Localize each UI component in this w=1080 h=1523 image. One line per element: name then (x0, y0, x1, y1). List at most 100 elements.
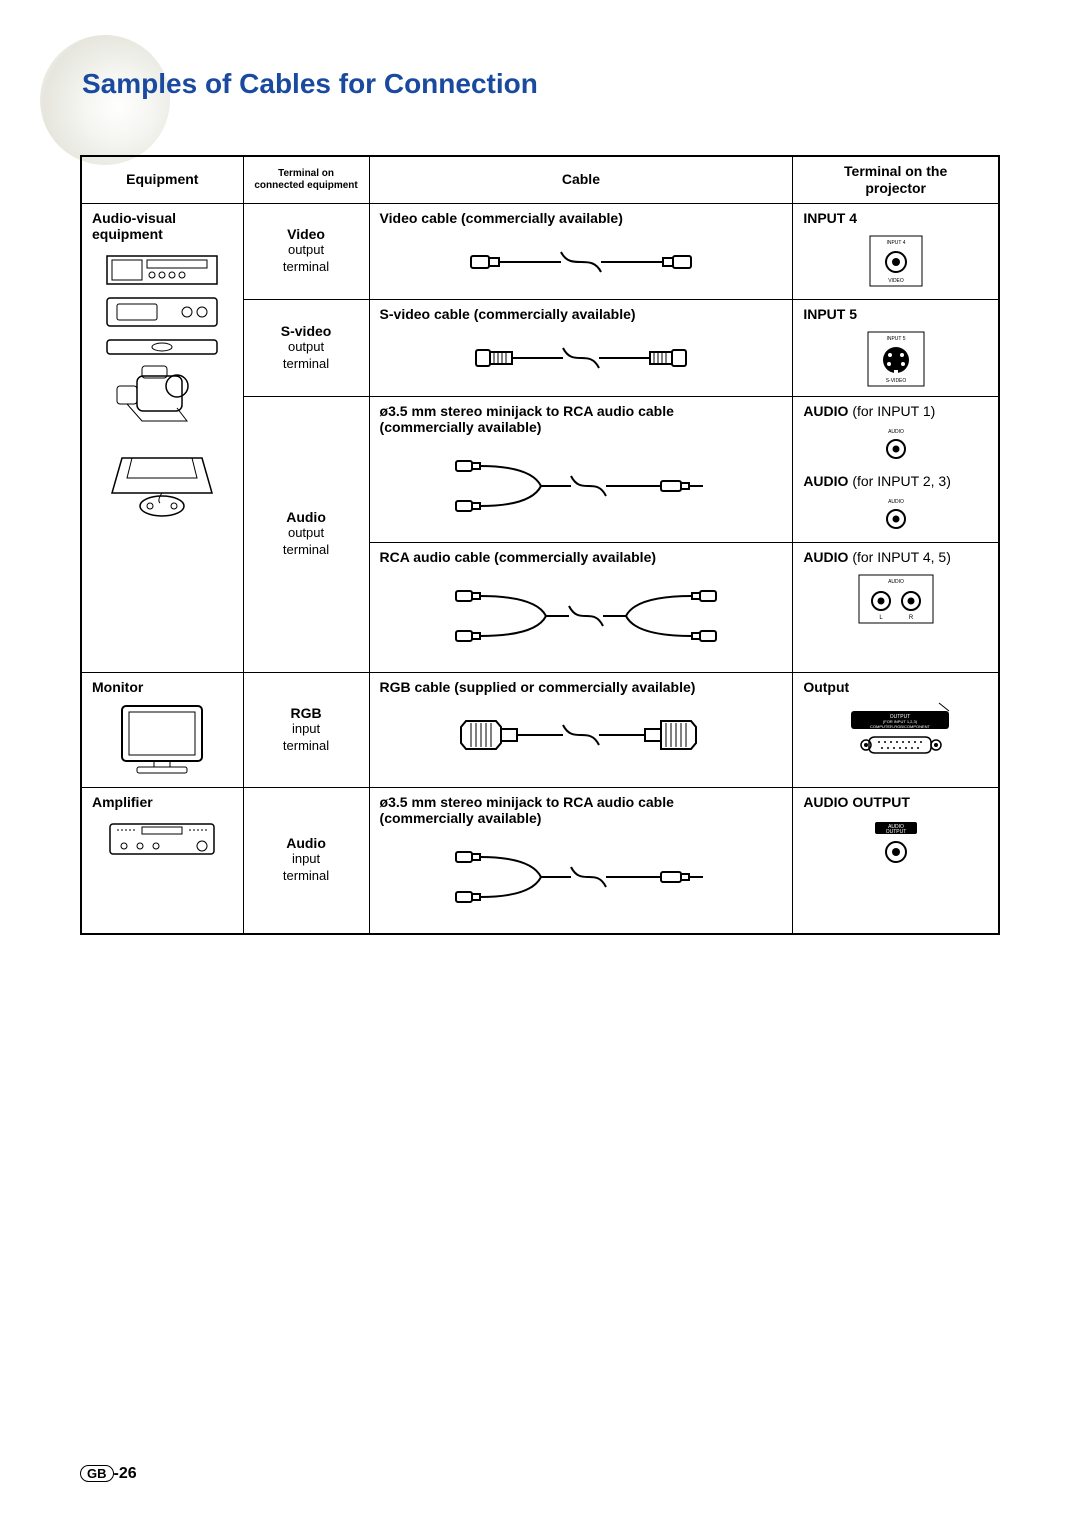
cell-ampaudio-cable: ø3.5 mm stereo minijack to RCA audio cab… (369, 787, 793, 934)
svideo-cable-illustration (380, 340, 783, 379)
audio-input23-icon: AUDIO (866, 495, 926, 535)
svg-text:OUTPUT: OUTPUT (885, 829, 906, 835)
ampaudio-term-l3: terminal (254, 868, 359, 885)
minijack-cable-l1: ø3.5 mm stereo minijack to RCA audio cab… (380, 403, 674, 419)
amplifier-illustration (102, 816, 222, 866)
cell-video-cable: Video cable (commercially available) (369, 203, 793, 299)
av-eq-l2: equipment (92, 226, 163, 242)
video-proj-label: INPUT 4 (803, 210, 857, 226)
monitor-label: Monitor (92, 679, 143, 695)
cell-av-equipment: Audio-visual equipment (81, 203, 243, 672)
video-term-l3: terminal (254, 259, 359, 276)
svg-text:AUDIO: AUDIO (888, 499, 904, 505)
audio-proj23-bold: AUDIO (803, 473, 848, 489)
header-bubble (40, 35, 170, 165)
av-eq-l1: Audio-visual (92, 210, 176, 226)
rgb-cable-illustration (380, 713, 783, 762)
audio-term-l2: output (254, 525, 359, 542)
rgb-term-l2: input (254, 721, 359, 738)
svg-text:R: R (908, 615, 913, 621)
row-amplifier: Amplifier Audio input terminal ø3.5 mm s… (81, 787, 999, 934)
th-equipment: Equipment (81, 156, 243, 203)
cell-svideo-term: S-video output terminal (243, 299, 369, 396)
cell-svideo-cable: S-video cable (commercially available) (369, 299, 793, 396)
video-term-l2: output (254, 242, 359, 259)
rgb-cable-label: RGB cable (supplied or commercially avai… (380, 679, 696, 695)
monitor-illustration (112, 701, 212, 781)
ampaudio-term-l1: Audio (286, 835, 326, 851)
ampaudio-cable-l1: ø3.5 mm stereo minijack to RCA audio cab… (380, 794, 674, 810)
cell-rgb-term: RGB input terminal (243, 672, 369, 787)
rca-cable-illustration (380, 583, 783, 656)
th-term-proj-l1: Terminal on the (844, 163, 947, 179)
ampaudio-proj-label: AUDIO OUTPUT (803, 794, 910, 810)
svg-text:L: L (879, 615, 883, 621)
cell-amplifier: Amplifier (81, 787, 243, 934)
svg-text:VIDEO: VIDEO (888, 278, 904, 284)
svg-text:S-VIDEO: S-VIDEO (885, 378, 906, 384)
cell-video-proj: INPUT 4 INPUT 4 VIDEO (793, 203, 999, 299)
th-term-proj-l2: projector (865, 180, 926, 196)
cell-video-term: Video output terminal (243, 203, 369, 299)
av-equipment-illustration (102, 248, 222, 518)
svg-text:INPUT 4: INPUT 4 (886, 240, 905, 246)
audio-input45-icon: AUDIO L R (851, 571, 941, 627)
svideo-cable-label: S-video cable (commercially available) (380, 306, 636, 322)
cell-audio-proj-1-23: AUDIO (for INPUT 1) AUDIO AUDIO (for INP… (793, 396, 999, 542)
output-connector-icon: OUTPUT (FOR INPUT 1,2,3) COMPUTER-RGB/CO… (831, 701, 961, 761)
svg-text:AUDIO: AUDIO (888, 579, 904, 585)
svideo-proj-label: INPUT 5 (803, 306, 857, 322)
svideo-term-l3: terminal (254, 356, 359, 373)
audio-proj45-rest: (for INPUT 4, 5) (848, 549, 950, 565)
header-row: Equipment Terminal on connected equipmen… (81, 156, 999, 203)
gb-badge: GB (80, 1465, 114, 1482)
cell-rca-cable: RCA audio cable (commercially available) (369, 542, 793, 672)
cell-output-proj: Output OUTPUT (FOR INPUT 1,2,3) COMPUTER… (793, 672, 999, 787)
th-cable: Cable (369, 156, 793, 203)
audio-input1-icon: AUDIO (866, 425, 926, 465)
cable-table: Equipment Terminal on connected equipmen… (80, 155, 1000, 935)
video-term-l1: Video (287, 226, 325, 242)
svg-text:AUDIO: AUDIO (888, 429, 904, 435)
minijack-cable-illustration (380, 453, 783, 526)
cell-ampaudio-proj: AUDIO OUTPUT AUDIO OUTPUT (793, 787, 999, 934)
cell-minijack-cable: ø3.5 mm stereo minijack to RCA audio cab… (369, 396, 793, 542)
output-proj-label: Output (803, 679, 849, 695)
video-cable-label: Video cable (commercially available) (380, 210, 623, 226)
ampaudio-term-l2: input (254, 851, 359, 868)
audio-proj23-rest: (for INPUT 2, 3) (848, 473, 950, 489)
svg-text:INPUT 5: INPUT 5 (886, 336, 905, 342)
cell-rgb-cable: RGB cable (supplied or commercially avai… (369, 672, 793, 787)
rgb-term-l3: terminal (254, 738, 359, 755)
input5-connector-icon: INPUT 5 S-VIDEO (856, 328, 936, 390)
video-cable-illustration (380, 244, 783, 283)
row-video: Audio-visual equipment (81, 203, 999, 299)
cell-audio-term: Audio output terminal (243, 396, 369, 672)
page-footer: GB-26 (80, 1465, 137, 1483)
rca-cable-label: RCA audio cable (commercially available) (380, 549, 656, 565)
audio-output-icon: AUDIO OUTPUT (861, 816, 931, 872)
amplifier-label: Amplifier (92, 794, 153, 810)
th-terminal-projector: Terminal on the projector (793, 156, 999, 203)
th-term-eq-l1: Terminal on (278, 168, 334, 179)
input4-connector-icon: INPUT 4 VIDEO (856, 232, 936, 290)
rgb-term-l1: RGB (290, 705, 321, 721)
audio-proj1-rest: (for INPUT 1) (848, 403, 935, 419)
ampaudio-cable-illustration (380, 844, 783, 917)
audio-term-l3: terminal (254, 542, 359, 559)
th-term-eq-l2: connected equipment (254, 180, 357, 191)
audio-proj1-bold: AUDIO (803, 403, 848, 419)
th-terminal-equipment: Terminal on connected equipment (243, 156, 369, 203)
audio-proj45-bold: AUDIO (803, 549, 848, 565)
ampaudio-cable-l2: (commercially available) (380, 810, 542, 826)
svideo-term-l2: output (254, 339, 359, 356)
cell-monitor: Monitor (81, 672, 243, 787)
row-monitor: Monitor RGB input terminal RGB cable (su… (81, 672, 999, 787)
cell-ampaudio-term: Audio input terminal (243, 787, 369, 934)
svideo-term-l1: S-video (281, 323, 332, 339)
page-number: -26 (114, 1465, 137, 1482)
cell-audio-proj-45: AUDIO (for INPUT 4, 5) AUDIO L R (793, 542, 999, 672)
page-title: Samples of Cables for Connection (82, 68, 538, 100)
svg-text:COMPUTER-RGB/COMPONENT: COMPUTER-RGB/COMPONENT (870, 724, 931, 729)
audio-term-l1: Audio (286, 509, 326, 525)
